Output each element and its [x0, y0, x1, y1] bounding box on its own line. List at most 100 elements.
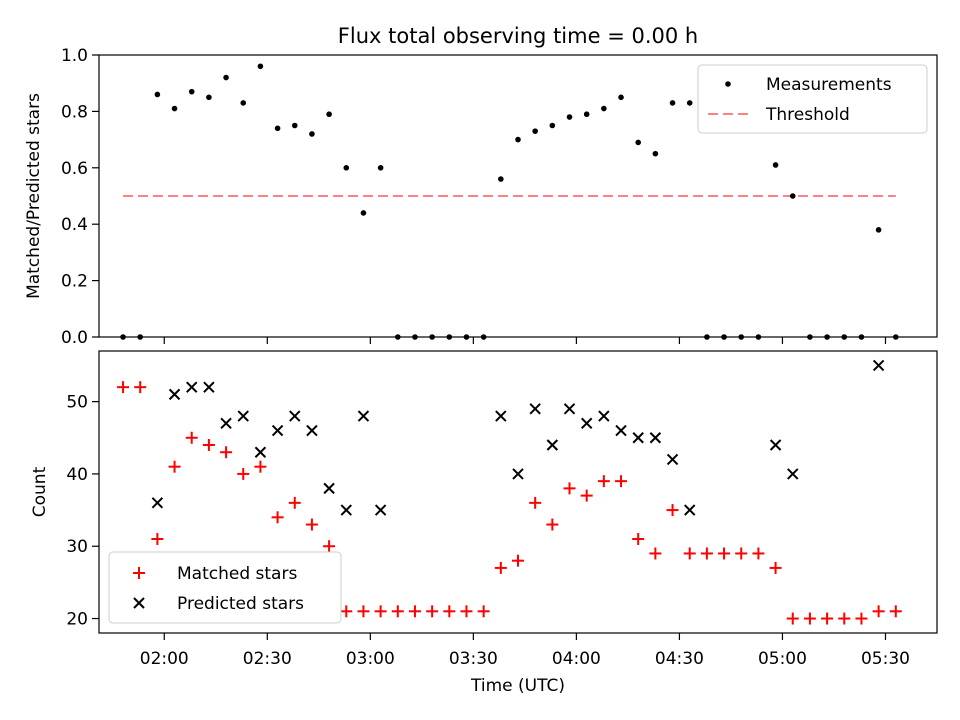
x-tick-label: 03:00 — [346, 649, 395, 669]
matched-star-point — [408, 605, 421, 618]
matched-star-point — [477, 605, 490, 618]
predicted-star-point — [151, 497, 164, 509]
matched-star-point — [460, 605, 473, 618]
predicted-star-stroke — [495, 410, 507, 422]
matched-star-point — [512, 554, 524, 567]
matched-star-point — [838, 612, 851, 625]
matched-star-point — [374, 605, 387, 618]
matched-star-point — [357, 605, 370, 618]
legend-predicted-marker — [133, 597, 145, 609]
measurement-point — [532, 128, 538, 134]
matched-star-point — [683, 547, 696, 560]
x-tick-label: 05:00 — [758, 649, 807, 669]
predicted-star-stroke — [323, 482, 335, 495]
predicted-star-point — [374, 504, 387, 516]
matched-star-point — [237, 467, 250, 480]
bottom-axes: 20 30 40 50 02:00 02:30 03:00 03:30 04:00 04:30 05… — [30, 350, 938, 696]
measurement-point — [515, 136, 521, 143]
matched-star-point — [769, 561, 782, 574]
matched-star-point — [117, 381, 130, 394]
predicted-star-stroke — [649, 432, 662, 444]
x-tick-label: 02:00 — [140, 649, 189, 669]
predicted-star-point — [529, 403, 541, 415]
matched-star-point — [563, 482, 576, 495]
top-axes: 0.0 0.2 0.4 0.6 0.8 1.0 Matched/Predicted sta… — [24, 46, 938, 348]
measurement-point — [206, 94, 212, 101]
matched-star-point — [185, 431, 198, 444]
predicted-star-stroke — [237, 410, 249, 422]
bottom-y-tick-label: 50 — [66, 393, 88, 413]
predicted-star-point — [546, 439, 559, 451]
matched-star-point — [254, 460, 267, 473]
predicted-star-stroke — [306, 424, 318, 437]
predicted-star-point — [495, 410, 507, 422]
measurement-point — [772, 162, 779, 168]
matched-star-point — [529, 496, 542, 509]
matched-star-point — [340, 605, 353, 618]
predicted-star-stroke — [529, 403, 541, 415]
predicted-star-stroke — [563, 403, 576, 415]
predicted-star-point — [787, 468, 799, 480]
predicted-star-point — [168, 388, 181, 401]
predicted-star-stroke — [357, 410, 370, 422]
top-y-tick-label: 0.6 — [61, 159, 88, 179]
legend-measurements-label: Measurements — [766, 75, 892, 95]
legend-matched-label: Matched stars — [177, 564, 297, 584]
predicted-star-point — [769, 439, 782, 451]
measurement-point — [377, 165, 384, 171]
measurement-point — [566, 114, 573, 120]
matched-star-point — [803, 612, 816, 625]
chart-title: Flux total observing time = 0.00 h — [338, 24, 698, 48]
top-legend: Measurements Threshold — [697, 64, 928, 134]
matched-star-point — [615, 475, 628, 488]
predicted-star-point — [186, 381, 198, 393]
matched-star-point — [202, 439, 215, 451]
x-tick-label: 04:00 — [552, 649, 601, 669]
predicted-star-stroke — [289, 410, 301, 422]
measurement-point — [291, 122, 298, 129]
measurement-point — [343, 165, 350, 171]
predicted-star-point — [615, 424, 627, 437]
matched-star-point — [580, 489, 593, 502]
measurement-point — [498, 176, 504, 182]
matched-star-point — [597, 475, 610, 488]
predicted-star-stroke — [580, 417, 593, 430]
predicted-star-stroke — [546, 439, 559, 451]
predicted-star-point — [563, 403, 576, 415]
predicted-star-stroke — [186, 381, 198, 393]
measurement-point — [274, 125, 281, 132]
x-axis-label: Time (UTC) — [470, 676, 565, 696]
legend-matched-marker — [133, 567, 145, 579]
legend-predicted-label: Predicted stars — [177, 594, 304, 614]
matched-star-point — [494, 561, 507, 574]
predicted-star-point — [237, 410, 249, 422]
measurement-point — [240, 100, 247, 106]
matched-star-point — [872, 605, 885, 618]
predicted-star-point — [684, 504, 696, 516]
measurement-point — [360, 210, 367, 216]
predicted-star-point — [289, 410, 301, 422]
measurement-point — [154, 91, 161, 98]
measurement-point — [257, 63, 264, 70]
bottom-legend: Matched stars Predicted stars — [108, 551, 342, 624]
predicted-star-stroke — [340, 504, 352, 516]
matched-star-point — [323, 540, 336, 553]
predicted-star-stroke — [769, 439, 782, 451]
bottom-y-tick-label: 20 — [66, 610, 88, 630]
predicted-star-stroke — [203, 381, 215, 393]
predicted-star-stroke — [632, 432, 644, 444]
top-y-tick-label: 1.0 — [61, 46, 88, 66]
matched-star-point — [391, 605, 404, 618]
matched-star-point — [735, 547, 748, 560]
x-tick-label: 02:30 — [243, 649, 292, 669]
matched-star-point — [220, 446, 233, 459]
predicted-star-point — [580, 417, 593, 430]
measurement-point — [875, 227, 882, 233]
bottom-y-tick-label: 40 — [66, 465, 88, 485]
matched-star-point — [752, 547, 765, 560]
predicted-star-point — [254, 446, 267, 458]
predicted-star-point — [220, 417, 232, 430]
top-plot-frame — [98, 54, 938, 338]
predicted-star-point — [649, 432, 662, 444]
